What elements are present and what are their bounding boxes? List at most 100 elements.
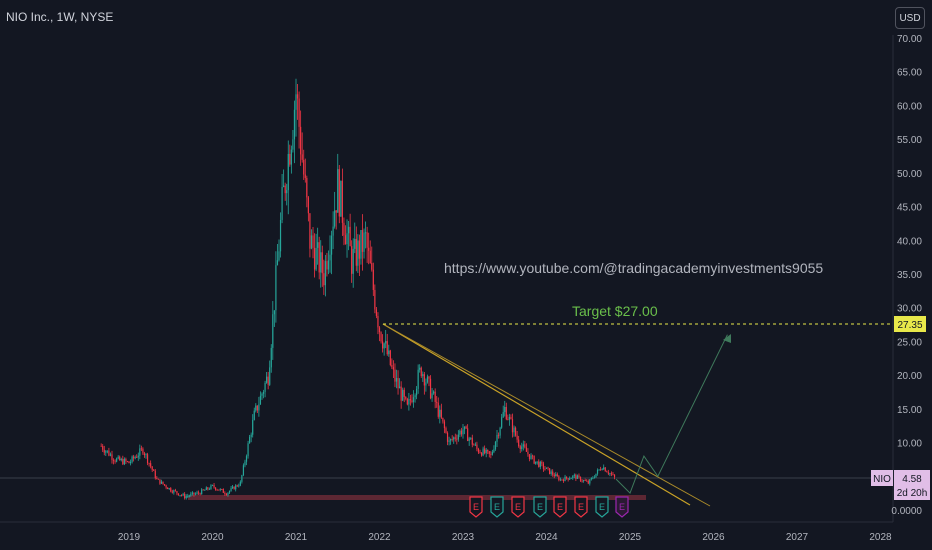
candle-body xyxy=(184,494,186,499)
candle-body xyxy=(292,139,294,150)
candle-body xyxy=(548,468,551,474)
candle-body xyxy=(281,186,283,220)
projection-arrowhead-icon xyxy=(723,334,731,343)
candle-body xyxy=(146,454,149,464)
candle-body xyxy=(109,454,112,456)
candle-body xyxy=(392,367,395,370)
candle-body xyxy=(494,441,497,450)
candle-body xyxy=(357,240,359,266)
earnings-marker[interactable]: E xyxy=(469,496,483,518)
candle-body xyxy=(545,467,548,469)
candle-body xyxy=(264,382,266,392)
earnings-marker[interactable]: E xyxy=(595,496,609,518)
candle-body xyxy=(213,484,215,488)
last-price-label: 4.58 xyxy=(902,474,922,485)
candle-body xyxy=(108,450,110,456)
candle-body xyxy=(496,434,498,442)
candle-body xyxy=(363,232,365,252)
candle-body xyxy=(450,439,452,441)
candle-body xyxy=(143,453,146,456)
earnings-marker[interactable]: E xyxy=(574,496,588,518)
candle-body xyxy=(276,260,279,266)
candle-body xyxy=(222,489,224,493)
projection-path[interactable] xyxy=(615,334,728,495)
candle-body xyxy=(102,446,104,450)
candle-body xyxy=(330,235,333,255)
last-price-tag xyxy=(894,470,930,500)
candle-body xyxy=(114,460,116,462)
candle-body xyxy=(188,495,190,497)
candle-body xyxy=(426,376,429,383)
price-tick-label: 40.00 xyxy=(897,236,922,247)
candle-body xyxy=(394,369,396,382)
earnings-marker[interactable]: E xyxy=(615,496,629,518)
candle-body xyxy=(252,419,254,435)
candle-body xyxy=(163,484,166,486)
candle-body xyxy=(301,154,303,160)
candle-body xyxy=(332,226,334,236)
bar-countdown-label: 2d 20h xyxy=(897,488,928,499)
candle-body xyxy=(304,174,306,178)
candle-body xyxy=(578,475,580,477)
candle-body xyxy=(310,235,313,249)
price-tick-label: 30.00 xyxy=(897,304,922,315)
candle-body xyxy=(349,226,351,247)
candle-body xyxy=(397,378,399,389)
candle-body xyxy=(525,447,527,452)
candle-body xyxy=(411,400,413,403)
candle-body xyxy=(351,246,353,274)
candle-body xyxy=(463,426,466,430)
candle-body xyxy=(576,475,579,479)
candle-body xyxy=(508,417,510,420)
candle-body xyxy=(448,440,450,442)
candle-body xyxy=(210,485,212,490)
candle-body xyxy=(197,492,200,494)
candle-body xyxy=(380,332,382,342)
candle-body xyxy=(329,254,331,261)
candle-body xyxy=(182,494,184,496)
candle-body xyxy=(459,430,461,435)
candle-body xyxy=(573,474,575,476)
candle-body xyxy=(374,289,376,310)
candle-body xyxy=(306,177,308,198)
candle-body xyxy=(219,489,221,491)
candle-body xyxy=(247,443,249,457)
earnings-marker[interactable]: E xyxy=(511,496,525,518)
candle-body xyxy=(514,427,517,436)
candle-body xyxy=(242,465,245,476)
price-axis[interactable]: 70.00 65.00 60.00 55.00 50.00 45.00 40.00 35.00… xyxy=(891,34,922,517)
candle-body xyxy=(286,190,288,194)
currency-button[interactable]: USD xyxy=(895,7,925,29)
candle-body xyxy=(502,412,504,418)
candle-body xyxy=(603,467,605,470)
trendline-lower[interactable] xyxy=(382,323,711,507)
candle-body xyxy=(440,409,442,418)
candle-body xyxy=(122,458,124,465)
candle-body xyxy=(504,406,506,413)
earnings-marker[interactable]: E xyxy=(553,496,567,518)
candle-body xyxy=(538,461,540,467)
time-axis[interactable]: 2019 2020 2021 2022 2023 2024 2025 2026 2027 2028 xyxy=(118,532,892,543)
candle-body xyxy=(388,350,390,355)
candle-body xyxy=(592,478,594,479)
candle-series xyxy=(100,78,616,500)
candle-body xyxy=(258,404,260,411)
candle-body xyxy=(202,489,204,491)
candle-body xyxy=(566,476,568,479)
candle-body xyxy=(584,480,586,482)
candle-body xyxy=(125,459,127,462)
candle-body xyxy=(443,421,446,429)
candle-body xyxy=(289,153,291,165)
earnings-marker[interactable]: E xyxy=(490,496,504,518)
candle-body xyxy=(391,365,393,368)
candle-body xyxy=(290,149,292,165)
candle-body xyxy=(230,488,232,491)
price-tick-label: 20.00 xyxy=(897,371,922,382)
candle-body xyxy=(403,389,405,397)
candle-body xyxy=(171,491,173,493)
candle-body xyxy=(131,456,133,462)
earnings-marker[interactable]: E xyxy=(533,496,547,518)
trendline-upper[interactable] xyxy=(382,323,691,506)
price-tick-label: 70.00 xyxy=(897,34,922,45)
